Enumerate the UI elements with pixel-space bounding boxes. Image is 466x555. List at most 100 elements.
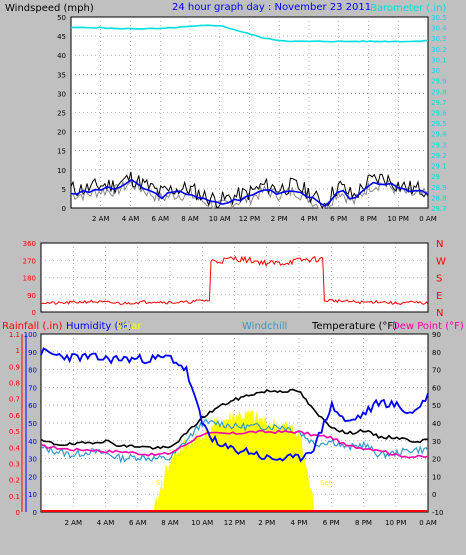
barometer-tick-label: 30.5	[431, 14, 447, 22]
temperature-tick-label: 60	[432, 384, 441, 392]
barometer-tick-label: 30.1	[431, 56, 447, 64]
time-tick-label: 12 PM	[239, 215, 260, 223]
time-tick-label: 6 AM	[129, 519, 147, 527]
time-tick-label: 6 AM	[151, 215, 169, 223]
windspeed-tick-label: 50	[57, 14, 66, 22]
time-tick-label: 8 PM	[360, 215, 377, 223]
rainfall-tick-label: 1	[16, 347, 20, 355]
windspeed-line	[70, 171, 429, 210]
time-tick-label: 10 PM	[385, 519, 406, 527]
humidity-tick-label: 70	[28, 384, 37, 392]
barometer-tick-label: 30	[431, 67, 440, 75]
humidity-tick-label: 40	[28, 438, 37, 446]
temperature-tick-label: 20	[432, 456, 441, 464]
humidity-tick-label: 20	[28, 473, 37, 481]
time-tick-label: 12 PM	[224, 519, 245, 527]
rainfall-tick-label: 0.8	[9, 380, 20, 388]
time-tick-label: 2 AM	[92, 215, 110, 223]
compass-label: W	[436, 256, 446, 267]
rainfall-tick-label: 0	[16, 509, 20, 517]
rainfall-tick-label: 1.1	[9, 331, 20, 339]
temperature-tick-label: 0	[432, 491, 436, 499]
barometer-tick-label: 29.5	[431, 120, 447, 128]
time-tick-label: 8 AM	[161, 519, 179, 527]
temperature-tick-label: 50	[432, 402, 441, 410]
temperature-tick-label: 70	[432, 367, 441, 375]
time-tick-label: 4 PM	[291, 519, 308, 527]
time-tick-label: 4 AM	[97, 519, 115, 527]
rainfall-tick-label: 0.1	[9, 493, 20, 501]
direction-tick-label: 90	[27, 292, 36, 300]
rainfall-tick-label: 0.4	[9, 444, 21, 452]
compass-label: N	[436, 308, 443, 319]
time-tick-label: 10 AM	[191, 519, 213, 527]
sunset-label: Set	[320, 479, 332, 487]
compass-label: E	[436, 291, 442, 302]
time-tick-label: 6 PM	[323, 519, 340, 527]
direction-tick-label: 0	[32, 309, 36, 317]
temperature-tick-label: 30	[432, 438, 441, 446]
humidity-axis-title: Humidity (%)	[66, 321, 132, 332]
time-tick-label: 10 AM	[209, 215, 231, 223]
barometer-tick-label: 29.8	[431, 88, 447, 96]
barometer-tick-label: 29.1	[431, 163, 447, 171]
windspeed-tick-label: 40	[57, 52, 66, 60]
barometer-tick-label: 28.7	[431, 205, 447, 213]
windspeed-tick-label: 20	[57, 129, 66, 137]
gridlines	[21, 17, 428, 512]
time-tick-label: 10 PM	[388, 215, 409, 223]
barometer-tick-label: 28.9	[431, 184, 447, 192]
rainfall-tick-label: 0.6	[9, 412, 21, 420]
time-tick-label: 2 PM	[258, 519, 275, 527]
windspeed-tick-label: 25	[57, 110, 66, 118]
chart-marks	[40, 24, 429, 512]
humidity-tick-label: 80	[28, 367, 37, 375]
temperature-tick-label: 40	[432, 420, 441, 428]
solar-legend-label: Solar	[116, 321, 142, 332]
barometer-tick-label: 29	[431, 173, 440, 181]
barometer-tick-label: 30.2	[431, 46, 447, 54]
temperature-tick-label: 80	[432, 349, 441, 357]
windspeed-tick-label: 15	[57, 148, 66, 156]
time-tick-label: 2 AM	[64, 519, 82, 527]
temperature-axis-title: Temperature (°F)	[311, 321, 397, 332]
rainfall-tick-label: 0.2	[9, 477, 20, 485]
time-tick-label: 4 PM	[301, 215, 318, 223]
temperature-tick-label: -10	[432, 509, 443, 517]
barometer-tick-label: 28.8	[431, 194, 447, 202]
dewpoint-line	[40, 429, 429, 459]
barometer-line	[70, 24, 429, 43]
barometer-tick-label: 29.9	[431, 78, 447, 86]
compass-label: N	[436, 239, 443, 250]
time-tick-label: 8 AM	[181, 215, 199, 223]
rainfall-tick-label: 0.5	[9, 428, 20, 436]
rainfall-tick-label: 0.9	[9, 363, 20, 371]
rainfall-axis-title: Rainfall (.in)	[2, 321, 63, 332]
barometer-tick-label: 30.3	[431, 35, 447, 43]
direction-tick-label: 180	[23, 275, 36, 283]
time-tick-label: 2 PM	[271, 215, 288, 223]
wind-trend-line	[70, 178, 429, 208]
rainfall-tick-label: 0.3	[9, 460, 20, 468]
windspeed-tick-label: 5	[62, 186, 66, 194]
humidity-tick-label: 90	[28, 349, 37, 357]
barometer-tick-label: 29.7	[431, 99, 447, 107]
compass-label: S	[436, 274, 442, 285]
time-tick-label: 0 AM	[419, 519, 437, 527]
humidity-tick-label: 30	[28, 456, 37, 464]
chart-title: 24 hour graph day : November 23 2011	[172, 2, 371, 13]
windspeed-tick-label: 45	[57, 33, 66, 41]
direction-tick-label: 360	[23, 240, 36, 248]
time-tick-label: 0 AM	[419, 215, 437, 223]
wind-average-line	[70, 179, 429, 210]
temperature-tick-label: 90	[432, 331, 441, 339]
temperature-line	[40, 388, 429, 450]
windspeed-tick-label: 10	[57, 167, 66, 175]
barometer-tick-label: 29.3	[431, 141, 447, 149]
time-tick-label: 4 AM	[122, 215, 140, 223]
humidity-line	[40, 347, 429, 463]
humidity-tick-label: 50	[28, 420, 37, 428]
